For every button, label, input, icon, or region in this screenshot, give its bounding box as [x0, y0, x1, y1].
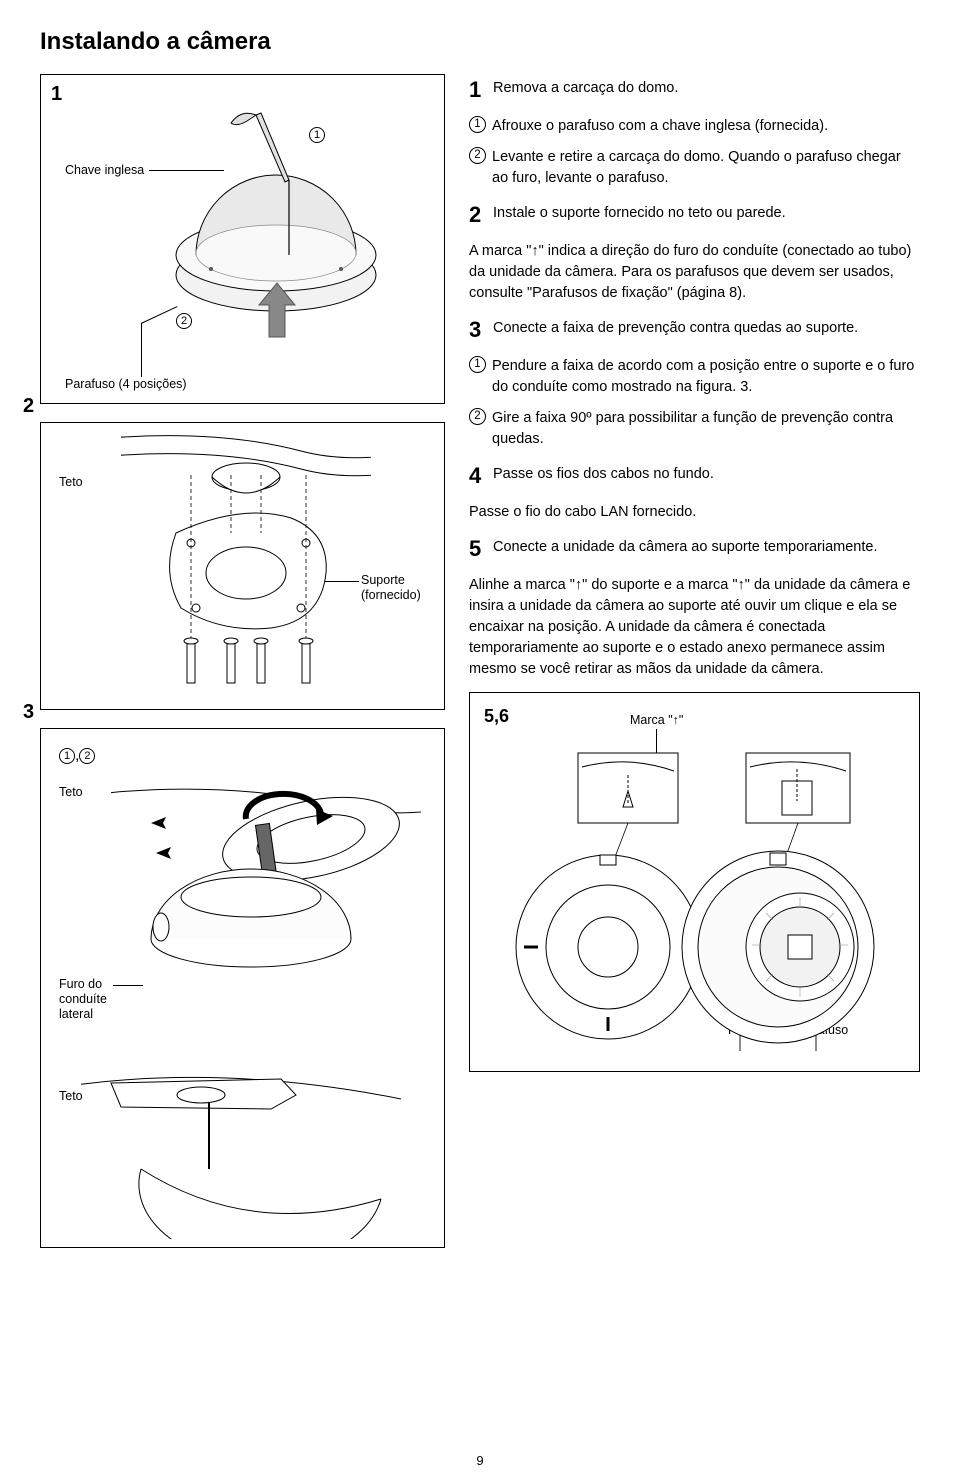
- label-marca: Marca "↑": [630, 713, 683, 728]
- figure-3: 3 1,2 Teto Furo do conduíte lateral Teto: [40, 728, 445, 1248]
- strap-hang-illustration: [81, 1059, 421, 1239]
- label-teto-2: Teto: [59, 1089, 83, 1104]
- page-number: 9: [476, 1453, 483, 1468]
- circ-2-icon: 2: [469, 147, 486, 164]
- left-column: 1 Chave inglesa 1 2 Parafuso (4 posições…: [40, 74, 445, 1266]
- figure-56-stepnum: 5,6: [484, 703, 509, 729]
- step-1: 1 Remova a carcaça do domo.: [469, 74, 920, 106]
- label-parafuso-4pos: Parafuso (4 posições): [65, 377, 187, 392]
- dome-camera-illustration: [161, 105, 391, 345]
- align-mark-illustration: [500, 747, 900, 1057]
- label-teto: Teto: [59, 475, 83, 490]
- label-furo-conduite: Furo do conduíte lateral: [59, 977, 107, 1022]
- step-4: 4 Passe os fios dos cabos no fundo.: [469, 460, 920, 492]
- figure-1: 1 Chave inglesa 1 2 Parafuso (4 posições…: [40, 74, 445, 404]
- figure-2: 2 Teto Suporte (fornecido): [40, 422, 445, 710]
- step-1a: 1 Afrouxe o parafuso com a chave inglesa…: [469, 116, 920, 137]
- figure-56: 5,6 Marca "↑" Posições de parafuso: [469, 692, 920, 1072]
- step-5: 5 Conecte a unidade da câmera ao suporte…: [469, 533, 920, 565]
- step-4-paragraph: Passe o fio do cabo LAN fornecido.: [469, 502, 920, 523]
- step-1b: 2 Levante e retire a carcaça do domo. Qu…: [469, 147, 920, 189]
- label-teto-1: Teto: [59, 785, 83, 800]
- circ-1-icon: 1: [469, 356, 486, 373]
- step-3b: 2 Gire a faixa 90º para possibilitar a f…: [469, 408, 920, 450]
- label-chave-inglesa: Chave inglesa: [65, 163, 155, 178]
- circ-refs: 1,2: [59, 747, 95, 765]
- circ-2-icon: 2: [469, 408, 486, 425]
- figure-2-stepnum: 2: [23, 395, 34, 418]
- strap-attach-illustration: [111, 769, 421, 969]
- step-3: 3 Conecte a faixa de prevenção contra qu…: [469, 314, 920, 346]
- step-2-paragraph: A marca "↑" indica a direção do furo do …: [469, 241, 920, 304]
- figure-3-stepnum: 3: [23, 701, 34, 724]
- circ-1-icon: 1: [469, 116, 486, 133]
- right-column: 1 Remova a carcaça do domo. 1 Afrouxe o …: [469, 74, 920, 1266]
- bracket-illustration: [121, 433, 371, 703]
- step-5-paragraph: Alinhe a marca "↑" do suporte e a marca …: [469, 575, 920, 680]
- step-3a: 1 Pendure a faixa de acordo com a posiçã…: [469, 356, 920, 398]
- page-title: Instalando a câmera: [40, 28, 920, 56]
- step-2: 2 Instale o suporte fornecido no teto ou…: [469, 199, 920, 231]
- figure-1-stepnum: 1: [51, 83, 62, 106]
